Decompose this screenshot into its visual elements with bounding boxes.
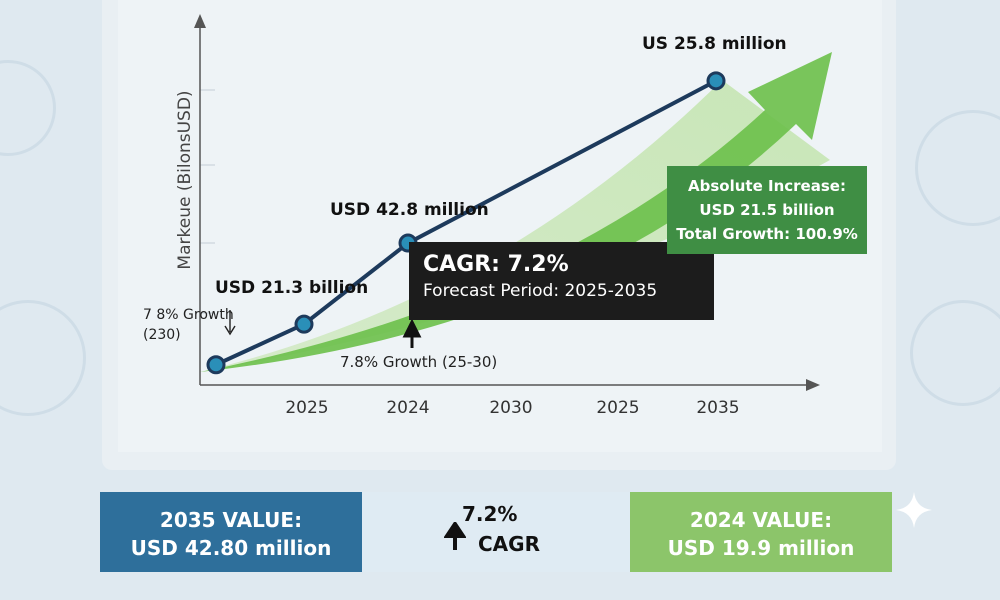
summary-right-value: USD 19.9 million (667, 536, 855, 560)
background-decoration (910, 300, 1000, 406)
growth-arrow (200, 52, 832, 372)
cagr-callout: CAGR: 7.2% Forecast Period: 2025-2035 (409, 242, 714, 320)
data-point-marker (706, 71, 726, 91)
summary-cagr: 7.2% CAGR (362, 492, 630, 572)
absolute-increase-value: USD 21.5 billion (699, 201, 835, 219)
summary-right-title: 2024 VALUE: (689, 508, 833, 532)
x-tick-label: 2024 (386, 398, 430, 418)
x-tick-label: 2025 (285, 398, 329, 418)
y-axis-arrow (194, 14, 206, 28)
data-label: USD 42.8 million (330, 200, 489, 220)
data-label: US 25.8 million (642, 34, 787, 54)
summary-2035-value: 2035 VALUE: USD 42.80 million (100, 492, 362, 572)
summary-left-title: 2035 VALUE: (159, 508, 303, 532)
cagr-title: CAGR: 7.2% (423, 252, 569, 277)
absolute-increase-title: Absolute Increase: (688, 177, 846, 195)
summary-2024-value: 2024 VALUE: USD 19.9 million (630, 492, 892, 572)
absolute-increase-box: Absolute Increase: USD 21.5 billion Tota… (667, 166, 867, 254)
x-tick-label: 2035 (696, 398, 740, 418)
data-label: USD 21.3 billion (215, 278, 369, 298)
growth-annotation-left: 7 8% Growth (143, 307, 234, 323)
forecast-period: Forecast Period: 2025-2035 (423, 281, 658, 301)
data-point-marker (206, 355, 226, 375)
up-arrow-icon (444, 522, 466, 550)
y-gridlines (200, 89, 215, 314)
up-arrow-icon (402, 318, 422, 348)
sparkle-icon (896, 492, 932, 528)
data-point-marker (294, 314, 314, 334)
x-tick-label: 2025 (596, 398, 640, 418)
growth-band (200, 80, 830, 372)
summary-cagr-label: CAGR (478, 532, 540, 556)
total-growth: Total Growth: 100.9% (676, 225, 858, 243)
x-axis-arrow (806, 379, 820, 391)
summary-left-value: USD 42.80 million (130, 536, 332, 560)
x-tick-label: 2030 (489, 398, 533, 418)
summary-cagr-pct: 7.2% (462, 502, 518, 526)
y-axis-label: Markeue (BilonsUSD) (175, 90, 195, 270)
growth-annotation-bottom: 7.8% Growth (25-30) (340, 353, 498, 371)
small-arrow-down-icon (224, 310, 236, 336)
series-line (215, 79, 717, 367)
growth-annotation-left-sub: (230) (143, 327, 181, 343)
